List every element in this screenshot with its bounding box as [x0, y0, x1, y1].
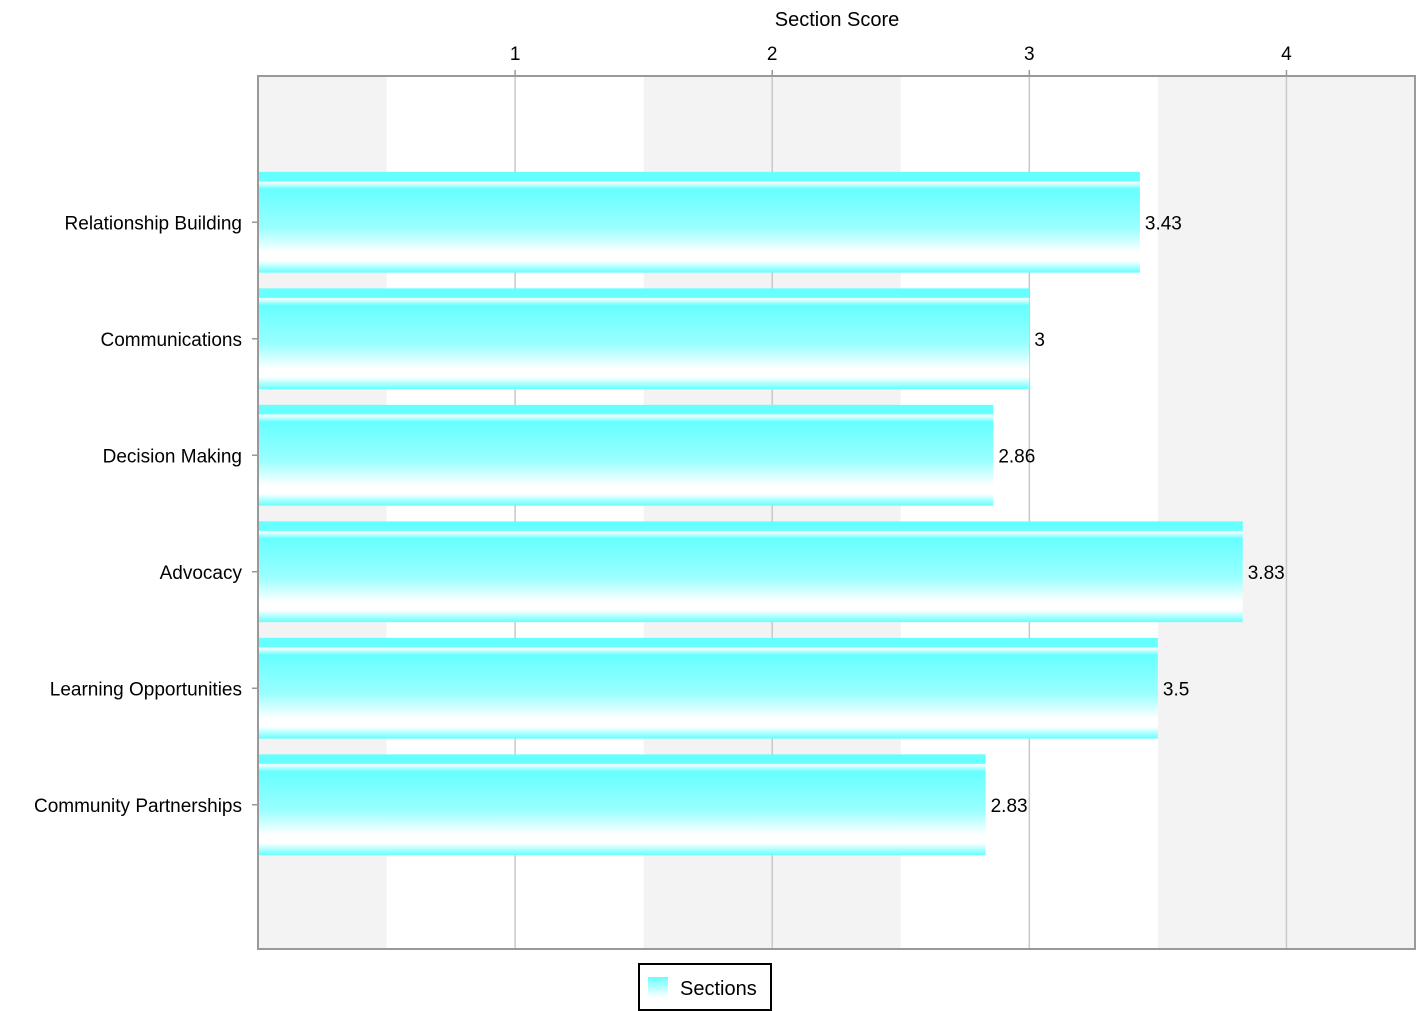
tick-label-4: 4: [1281, 44, 1292, 65]
category-label-5: Community Partnerships: [34, 796, 242, 817]
bar-3: [259, 521, 1243, 623]
category-label-2: Decision Making: [103, 446, 242, 467]
legend-label: Sections: [680, 978, 757, 1000]
data-label-4: 3.5: [1163, 679, 1189, 700]
bars: [259, 171, 1243, 856]
bar-2: [259, 404, 994, 506]
plot-frame: [257, 75, 1416, 950]
bar-5: [259, 754, 986, 856]
data-label-1: 3: [1034, 330, 1045, 351]
category-label-0: Relationship Building: [65, 213, 242, 234]
tick-label-3: 3: [1024, 44, 1035, 65]
category-label-1: Communications: [101, 330, 243, 351]
legend: Sections: [638, 963, 772, 1011]
tick-label-1: 1: [510, 44, 521, 65]
category-labels: Relationship Building Communications Decis…: [34, 213, 258, 817]
category-label-4: Learning Opportunities: [50, 679, 242, 700]
bar-1: [259, 288, 1030, 390]
x-axis-ticks: 1 2 3 4: [510, 44, 1292, 76]
x-axis-title: Section Score: [775, 9, 900, 31]
bar-4: [259, 637, 1158, 739]
data-labels: 3.43 3 2.86 3.83 3.5 2.83: [991, 213, 1285, 817]
category-label-3: Advocacy: [160, 563, 243, 584]
tick-label-2: 2: [767, 44, 778, 65]
data-label-2: 2.86: [998, 446, 1035, 467]
legend-swatch: [648, 977, 668, 997]
data-label-3: 3.83: [1248, 563, 1285, 584]
data-label-0: 3.43: [1145, 213, 1182, 234]
data-label-5: 2.83: [991, 796, 1028, 817]
bar-0: [259, 171, 1140, 273]
